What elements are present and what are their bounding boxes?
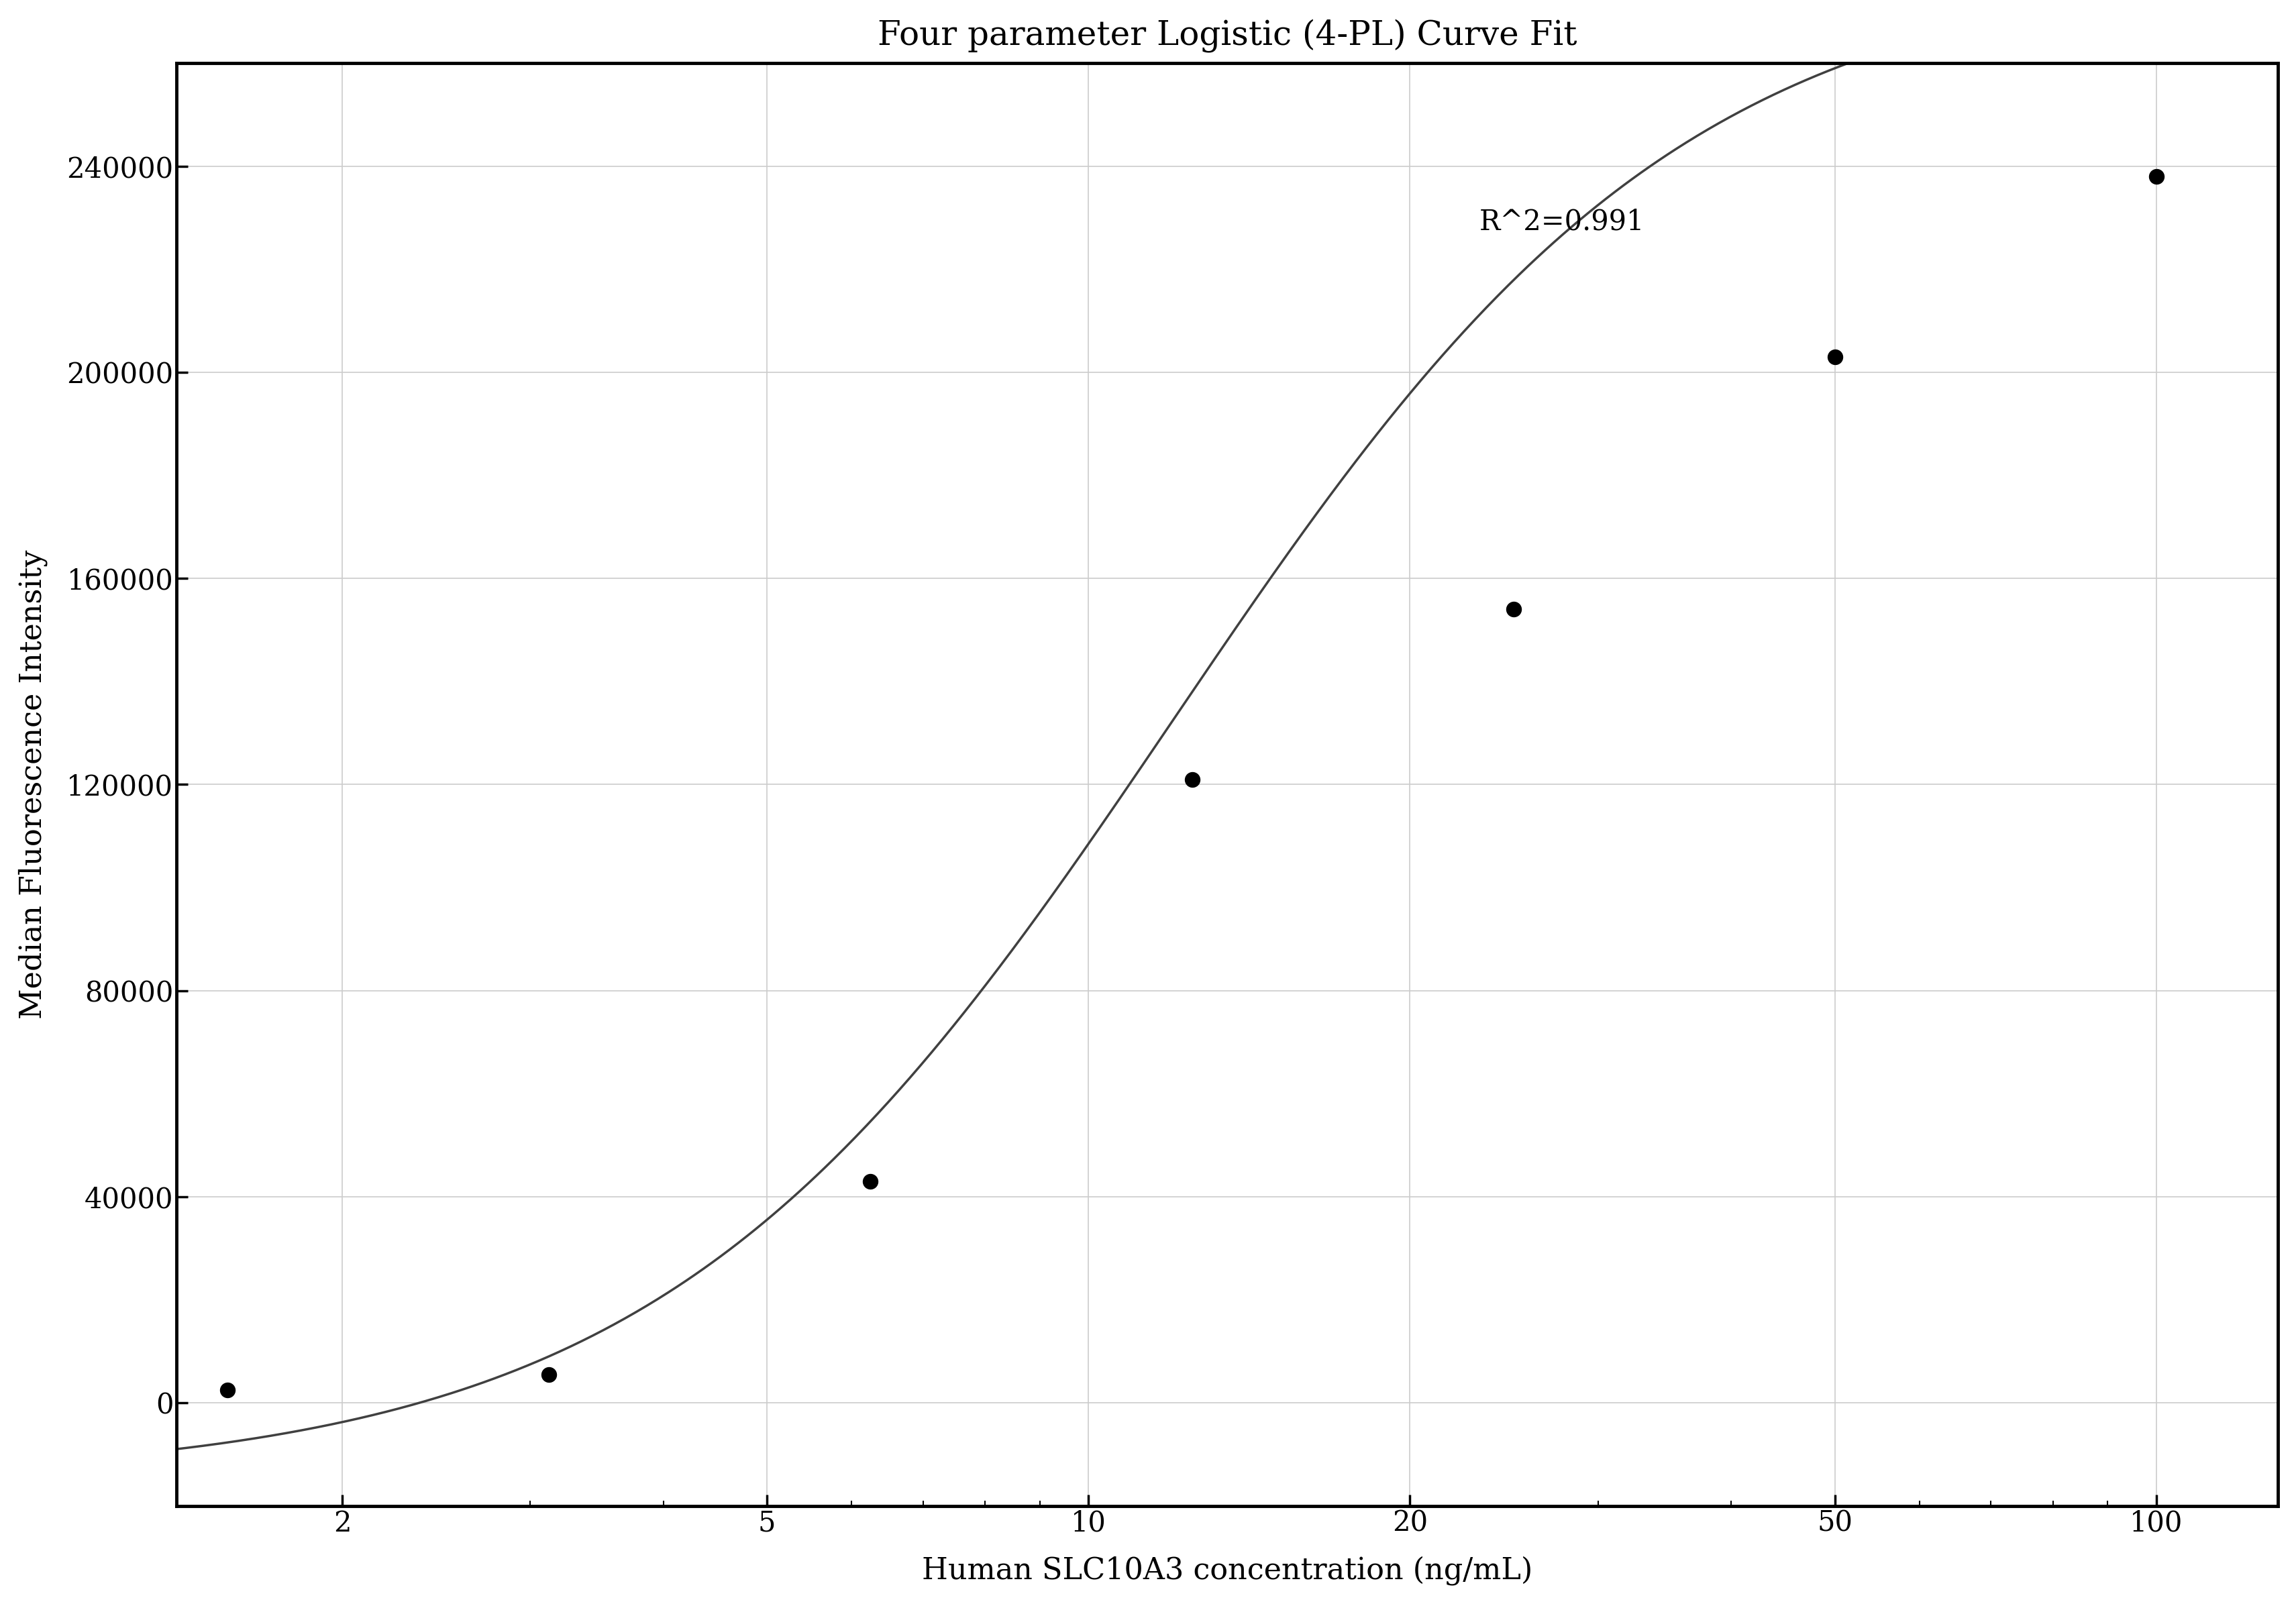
Point: [2138, 164, 2174, 189]
X-axis label: Human SLC10A3 concentration (ng/mL): Human SLC10A3 concentration (ng/mL): [921, 1556, 1531, 1585]
Point: [209, 1378, 246, 1404]
Text: R^2=0.991: R^2=0.991: [1479, 207, 1644, 236]
Point: [1816, 343, 1853, 369]
Point: [530, 1362, 567, 1387]
Title: Four parameter Logistic (4-PL) Curve Fit: Four parameter Logistic (4-PL) Curve Fit: [877, 19, 1577, 53]
Point: [852, 1168, 889, 1193]
Point: [1495, 597, 1531, 622]
Y-axis label: Median Fluorescence Intensity: Median Fluorescence Intensity: [18, 550, 48, 1019]
Point: [1173, 767, 1210, 792]
